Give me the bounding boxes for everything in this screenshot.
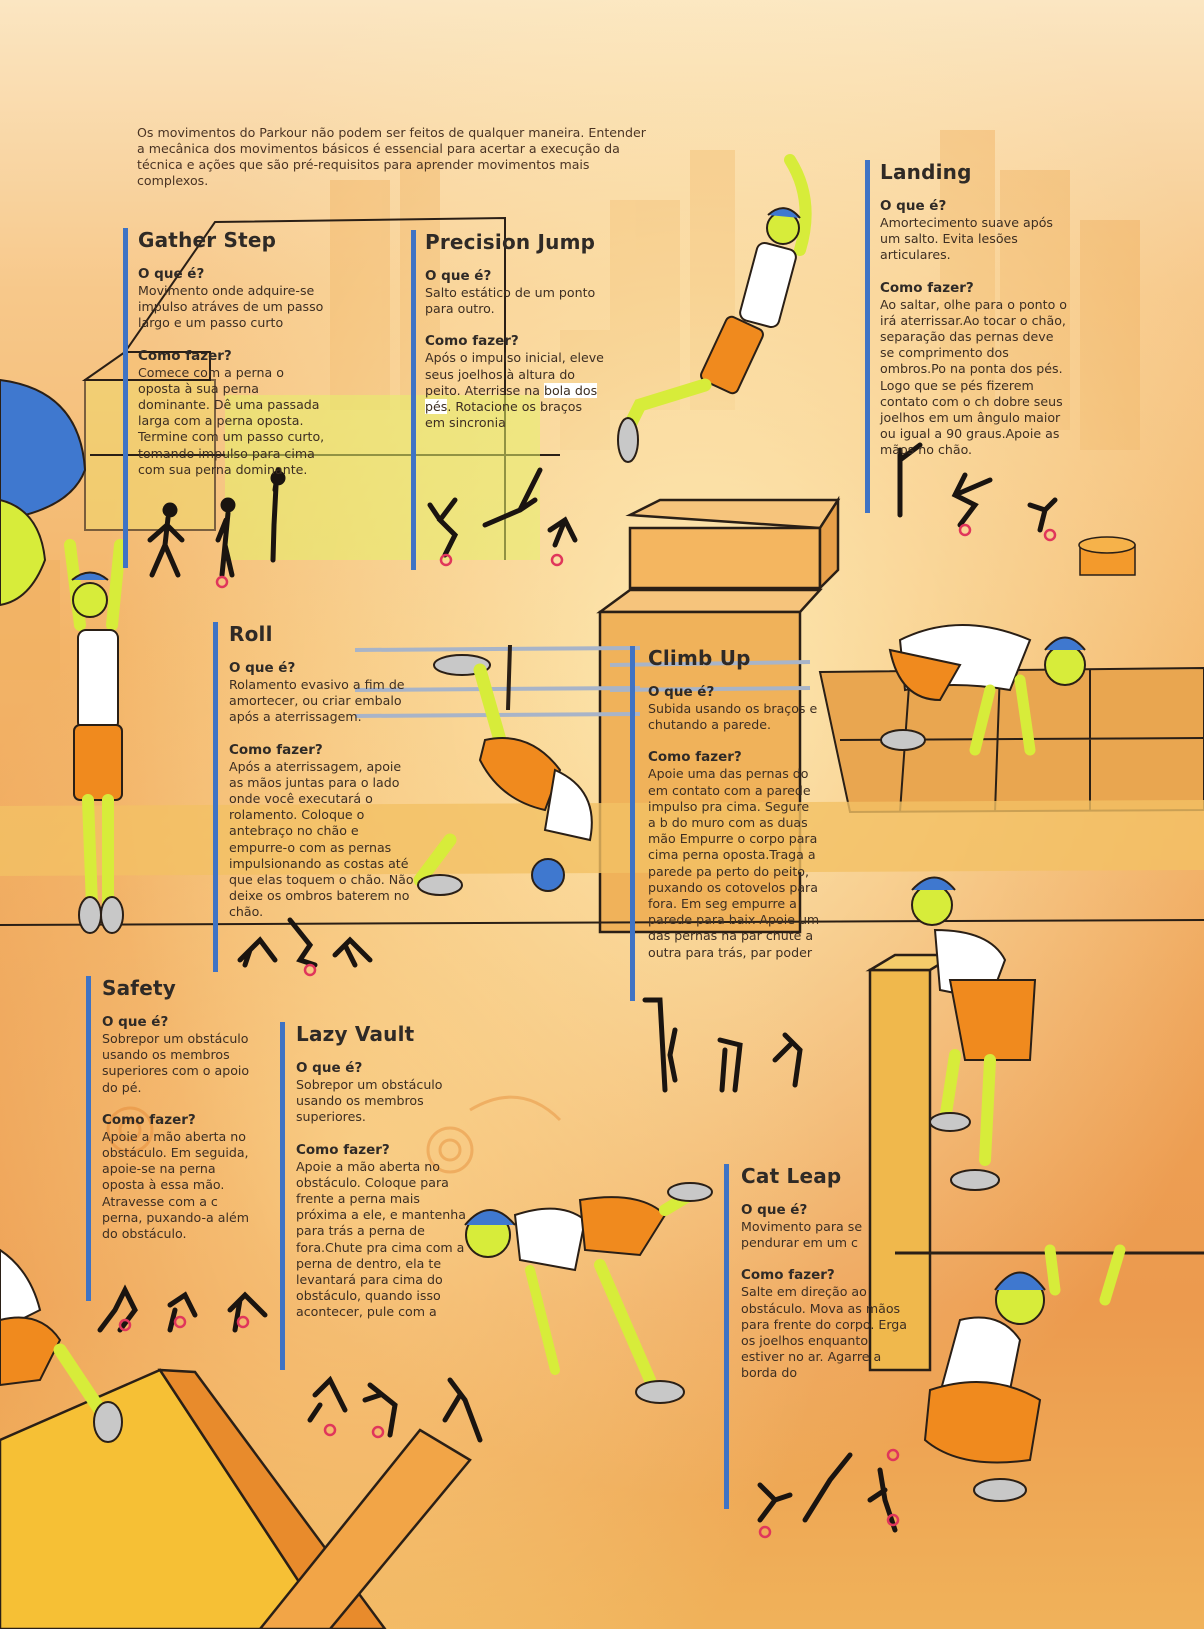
what-label: O que é? xyxy=(880,198,947,214)
athlete-hanging xyxy=(64,539,126,934)
how-label: Como fazer? xyxy=(425,333,519,350)
graffiti xyxy=(106,1095,562,1174)
how-text: Apoie a mão aberta no obstáculo. Coloque… xyxy=(296,1158,466,1320)
accent-bar xyxy=(724,1164,729,1509)
accent-bar xyxy=(123,228,128,568)
what-label: O que é? xyxy=(138,266,205,282)
what-text: Amortecimento suave após um salto. Evita… xyxy=(880,215,1053,263)
how-label: Como fazer? xyxy=(648,749,742,766)
what-label: O que é? xyxy=(425,268,492,284)
athlete-roll xyxy=(413,654,593,896)
floor-tiles xyxy=(818,666,1204,814)
section-title: Roll xyxy=(229,622,273,646)
athlete-safety xyxy=(0,1248,123,1443)
how-text-part: . Rotacione os braços em sincronia xyxy=(425,399,583,431)
accent-bar xyxy=(411,230,416,570)
how-label: Como fazer? xyxy=(741,1267,835,1284)
what-label: O que é? xyxy=(741,1202,808,1218)
what-text: Movimento onde adquire-se impulso atráve… xyxy=(138,283,324,331)
how-text-part: Após o impulso inicial, eleve seus joelh… xyxy=(425,350,604,398)
what-label: O que é? xyxy=(296,1060,363,1076)
what-label: O que é? xyxy=(648,684,715,700)
section-title: Lazy Vault xyxy=(296,1022,415,1046)
section-title: Precision Jump xyxy=(425,230,596,254)
accent-bar xyxy=(86,976,91,1301)
intro-text: Os movimentos do Parkour não podem ser f… xyxy=(137,125,646,188)
athlete-landing xyxy=(880,624,1086,756)
wall-left xyxy=(0,1368,472,1629)
how-text: Apoie uma das pernas do em contato com a… xyxy=(648,766,820,960)
what-label: O que é? xyxy=(102,1014,169,1030)
accent-bar xyxy=(865,160,870,513)
how-label: Como fazer? xyxy=(296,1141,390,1158)
how-label: Como fazer? xyxy=(229,741,323,758)
how-text: Após a aterrissagem, apoie as mãos junta… xyxy=(229,758,414,920)
what-label: O que é? xyxy=(229,660,296,676)
what-text: Sobrepor um obstáculo usando os membros … xyxy=(102,1031,250,1095)
landing-disc xyxy=(1078,536,1136,576)
athlete-climb xyxy=(911,876,1037,1191)
athlete-precision-jump xyxy=(617,154,812,463)
pictogram-safety xyxy=(97,1284,268,1333)
how-text: Comece com a perna o oposta à sua perna … xyxy=(138,364,325,477)
what-text: Sobrepor um obstáculo usando os membros … xyxy=(296,1077,443,1125)
section-title: Safety xyxy=(102,976,176,1000)
target-markers xyxy=(118,523,1057,1539)
pictogram-roll xyxy=(237,917,373,968)
pictogram-climb xyxy=(642,997,803,1093)
section-title: Gather Step xyxy=(138,228,277,252)
ledge-band xyxy=(0,800,1204,876)
athlete-head-left xyxy=(0,378,87,607)
pictogram-precision-jump xyxy=(427,467,578,558)
what-text: Rolamento evasivo a fim de amortecer, ou… xyxy=(229,677,405,725)
athlete-lazy-vault xyxy=(464,1182,713,1404)
how-text: Ao saltar, olhe para o ponto o irá aterr… xyxy=(880,296,1068,458)
section-title: Cat Leap xyxy=(741,1164,842,1188)
how-label: Como fazer? xyxy=(102,1111,196,1128)
box-gather xyxy=(81,216,560,560)
section-title: Climb Up xyxy=(648,646,751,670)
accent-bar xyxy=(280,1022,285,1370)
what-text: Movimento para se pendurar em um c xyxy=(741,1219,863,1251)
pictogram-gather-step xyxy=(147,467,286,578)
pictogram-cat-leap xyxy=(757,1452,898,1533)
what-text: Salto estático de um ponto para outro. xyxy=(425,285,596,317)
what-text: Subida usando os braços e chutando a par… xyxy=(648,701,818,733)
accent-bar xyxy=(630,646,635,1001)
how-label: Como fazer? xyxy=(138,347,232,364)
accent-bar xyxy=(213,622,218,972)
athlete-cat-leap xyxy=(923,1244,1126,1502)
how-text: Salte em direção ao obstáculo. Mova as m… xyxy=(741,1284,907,1381)
pictogram-landing xyxy=(897,442,1058,533)
how-text: Após o impulso inicial, eleve seus joelh… xyxy=(425,350,605,431)
how-label: Como fazer? xyxy=(880,279,974,296)
pictogram-lazy-vault xyxy=(307,1375,483,1443)
section-title: Landing xyxy=(880,160,972,184)
wall-right xyxy=(865,953,1204,1372)
how-text: Apoie a mão aberta no obstáculo. Em segu… xyxy=(102,1128,249,1242)
